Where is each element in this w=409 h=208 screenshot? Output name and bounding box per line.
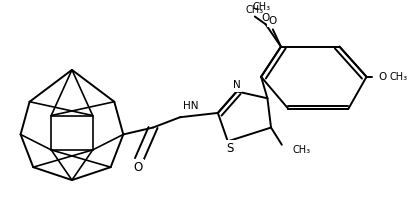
- Text: CH₃: CH₃: [390, 72, 408, 82]
- Text: O: O: [378, 72, 387, 82]
- Text: O: O: [133, 161, 142, 174]
- Text: O: O: [261, 13, 270, 23]
- Text: CH₃: CH₃: [246, 5, 264, 15]
- Text: CH₃: CH₃: [252, 2, 270, 12]
- Text: O: O: [269, 16, 277, 26]
- Text: S: S: [226, 142, 233, 155]
- Text: N: N: [233, 80, 240, 90]
- Text: HN: HN: [183, 101, 199, 111]
- Text: CH₃: CH₃: [293, 145, 311, 155]
